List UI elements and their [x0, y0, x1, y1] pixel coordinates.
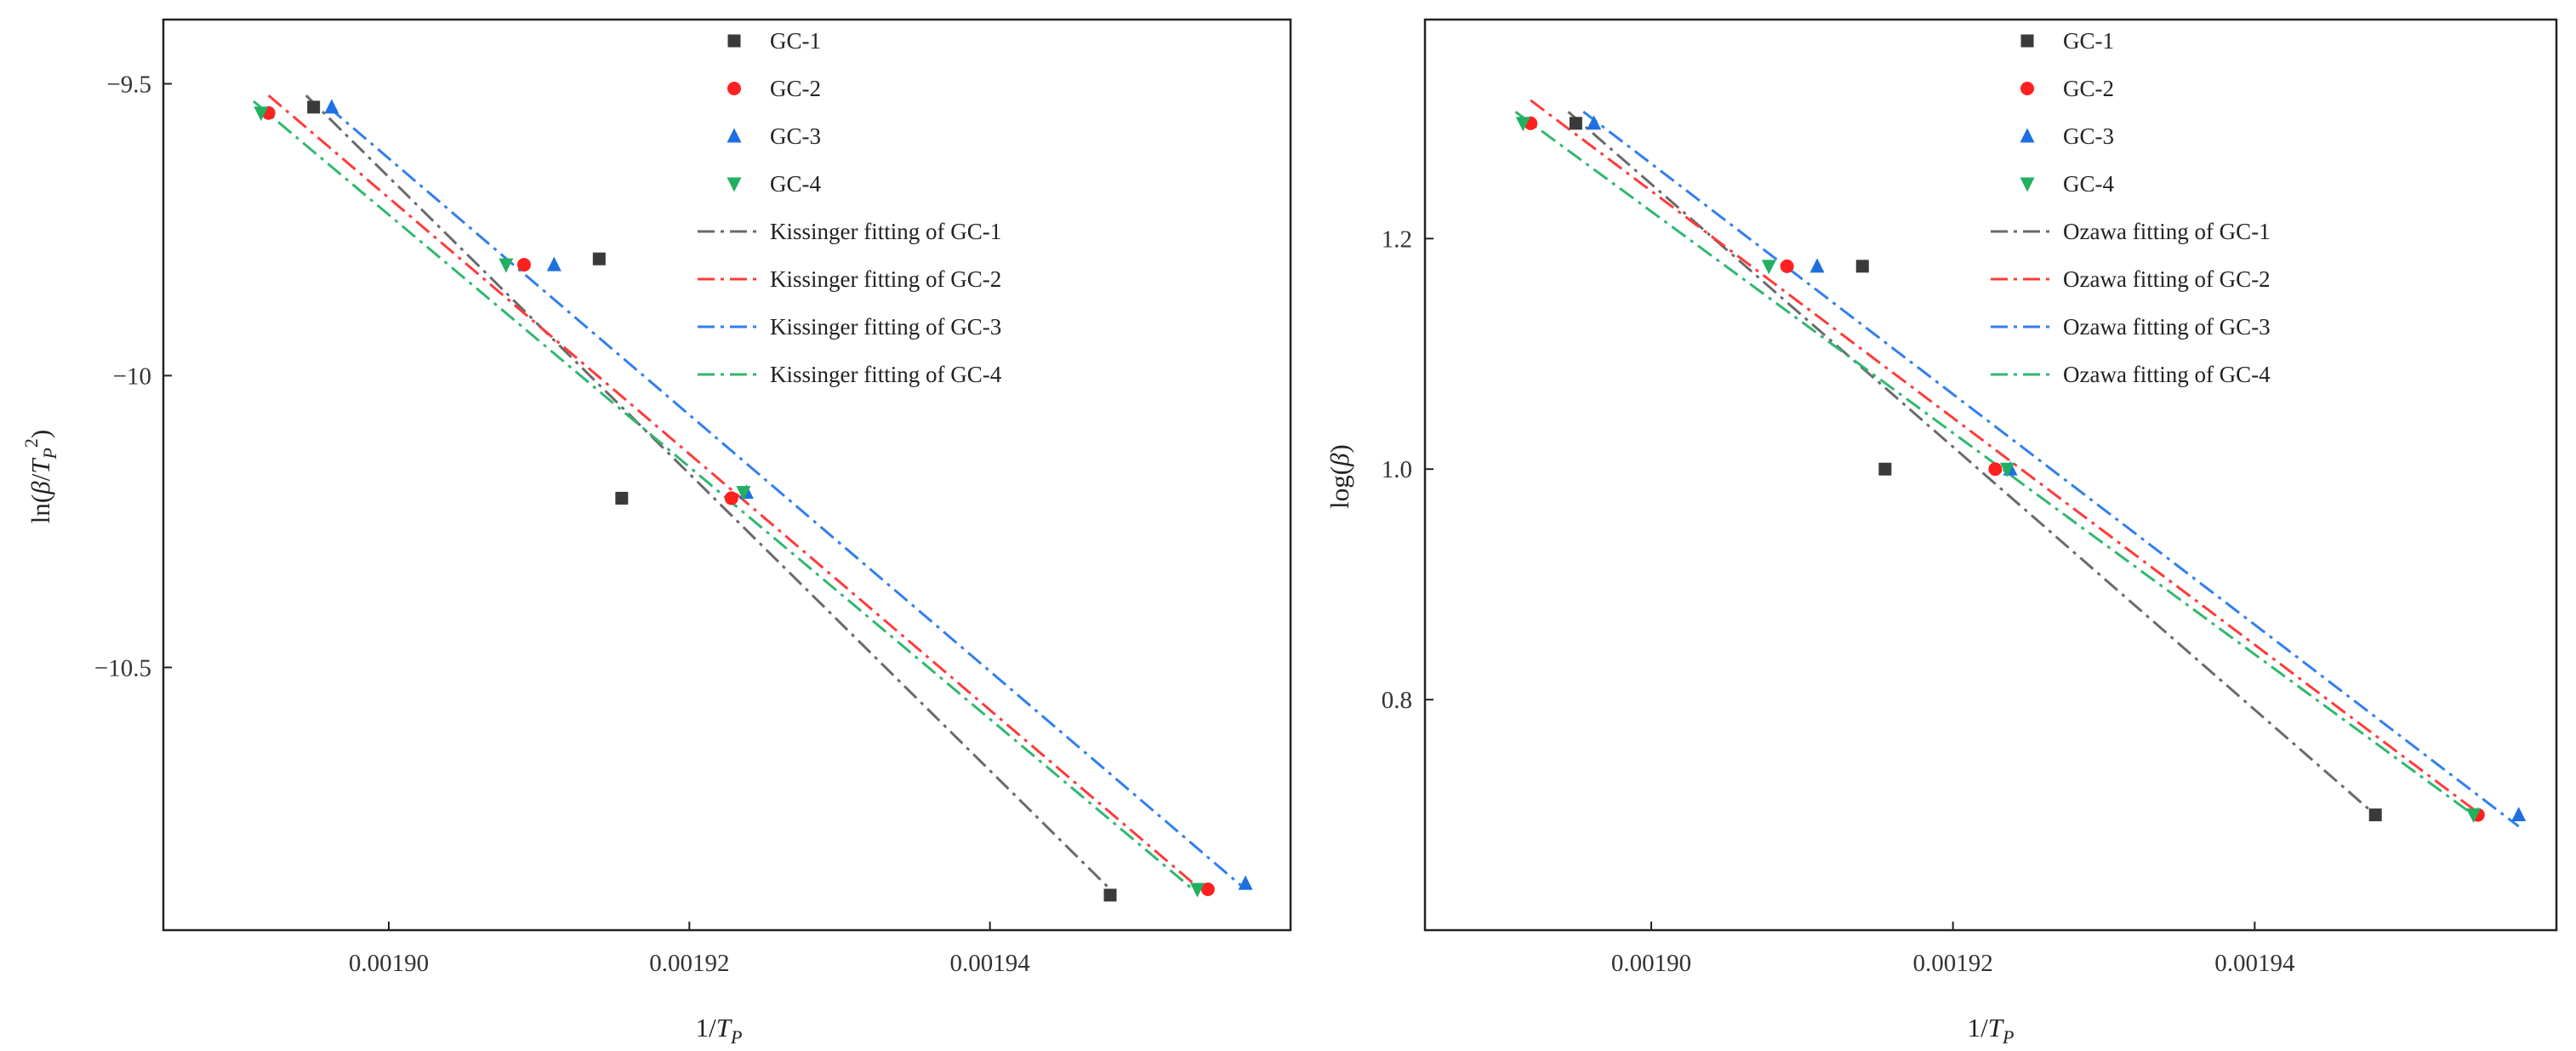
data-point-gc-3: [1587, 115, 1602, 130]
legend-label: Ozawa fitting of GC-1: [2063, 219, 2271, 244]
right-y-axis-title: log(β): [1325, 444, 1354, 509]
data-point-gc-1: [307, 100, 321, 114]
x-tick-label: 0.00190: [349, 950, 429, 977]
legend-label: GC-3: [770, 123, 821, 149]
data-point-gc-4: [1189, 882, 1205, 898]
legend-marker-gc-3: [2020, 128, 2035, 143]
left-plot-frame: [162, 18, 1292, 932]
x-tick-label: 0.00192: [1913, 950, 1993, 977]
data-point-gc-4: [1761, 260, 1776, 275]
data-point-gc-3: [1238, 875, 1253, 890]
legend-marker-gc-1: [2020, 34, 2034, 48]
right-x-axis-title: 1/TP: [1968, 1013, 2015, 1048]
data-point-gc-3: [546, 256, 561, 271]
data-point-gc-4: [1515, 117, 1530, 132]
y-tick-label: 0.8: [1382, 687, 1412, 714]
data-point-gc-2: [724, 491, 738, 506]
y-tick-label: −10: [113, 363, 151, 390]
right-legend: GC-1 GC-2 GC-3 GC-4 Ozawa fitting of GC-1 Oza…: [1991, 28, 2271, 387]
legend-label: GC-4: [2063, 171, 2114, 197]
x-tick-label: 0.00192: [649, 950, 729, 977]
legend-label: GC-4: [770, 171, 821, 197]
legend-marker-gc-3: [727, 128, 742, 143]
legend-marker-gc-2: [2020, 82, 2034, 95]
y-tick-label: 1.0: [1382, 456, 1412, 483]
y-tick-label: 1.2: [1382, 226, 1412, 253]
legend-label: GC-2: [2063, 76, 2114, 101]
fit-line-2: [1530, 99, 2482, 816]
legend-marker-gc-2: [727, 82, 741, 95]
data-point-gc-4: [499, 258, 514, 273]
legend-label: Kissinger fitting of GC-1: [770, 219, 1001, 244]
fit-line-3: [328, 106, 1246, 891]
data-point-gc-1: [1878, 462, 1892, 476]
x-tick-label: 0.00194: [2214, 950, 2295, 977]
right-axis-ticks: 0.00190 0.00192 0.00194 0.8 1.0 1.2: [1382, 226, 2295, 977]
legend-label: Kissinger fitting of GC-3: [770, 314, 1001, 340]
y-tick-label: −9.5: [106, 71, 151, 98]
y-tick-label: −10.5: [94, 654, 151, 682]
left-fit-lines: [253, 94, 1246, 891]
legend-marker-gc-1: [727, 34, 741, 48]
legend-label: Ozawa fitting of GC-2: [2063, 266, 2271, 292]
fit-line-4: [253, 100, 1194, 891]
right-plot-frame: [1423, 18, 2558, 932]
fit-line-1: [1567, 111, 2377, 816]
left-chart: 0.00190 0.00192 0.00194−9.5−10−10.5 GC-1GC…: [20, 18, 1292, 1048]
data-point-gc-4: [2000, 462, 2015, 477]
right-fit-lines: [1514, 99, 2520, 828]
legend-label: GC-2: [770, 76, 821, 101]
legend-label: Ozawa fitting of GC-3: [2063, 314, 2271, 340]
left-y-axis-title: ln(β/TP2): [20, 430, 60, 524]
data-point-gc-3: [324, 99, 339, 114]
data-point-gc-1: [592, 252, 606, 266]
data-point-gc-3: [1809, 258, 1825, 273]
data-point-gc-2: [1200, 882, 1215, 896]
data-point-gc-1: [615, 491, 629, 505]
data-point-gc-1: [1103, 888, 1117, 902]
legend-label: GC-3: [2063, 123, 2114, 149]
legend-label: Kissinger fitting of GC-4: [770, 362, 1002, 387]
legend-label: GC-1: [2063, 28, 2114, 54]
legend-label: GC-1: [770, 28, 821, 54]
left-x-axis-title: 1/TP: [696, 1013, 743, 1048]
x-tick-label: 0.00194: [950, 950, 1031, 977]
legend-marker-gc-4: [2020, 177, 2035, 192]
legend-marker-gc-4: [727, 177, 742, 192]
fit-line-1: [305, 94, 1112, 891]
right-data-markers: [1515, 115, 2527, 824]
left-legend: GC-1 GC-2 GC-3 GC-4 Kissinger fitting of GC-…: [698, 28, 1002, 387]
data-point-gc-3: [2511, 807, 2527, 822]
legend-label: Kissinger fitting of GC-2: [770, 266, 1001, 292]
data-point-gc-1: [2368, 808, 2382, 822]
left-data-markers: [254, 99, 1253, 902]
data-point-gc-2: [517, 258, 531, 272]
x-tick-label: 0.00190: [1611, 950, 1691, 977]
data-point-gc-4: [736, 486, 751, 501]
fit-line-2: [267, 94, 1201, 891]
data-point-gc-1: [1855, 260, 1869, 273]
left-axis-ticks: 0.00190 0.00192 0.00194 −9.5 −10 −10.5: [94, 71, 1030, 977]
fit-line-3: [1582, 111, 2520, 828]
data-point-gc-4: [254, 106, 269, 122]
data-point-gc-1: [1569, 117, 1582, 130]
legend-label: Ozawa fitting of GC-4: [2063, 362, 2271, 387]
data-point-gc-2: [1988, 462, 2003, 477]
data-point-gc-4: [2465, 808, 2481, 824]
data-point-gc-2: [1780, 259, 1794, 273]
